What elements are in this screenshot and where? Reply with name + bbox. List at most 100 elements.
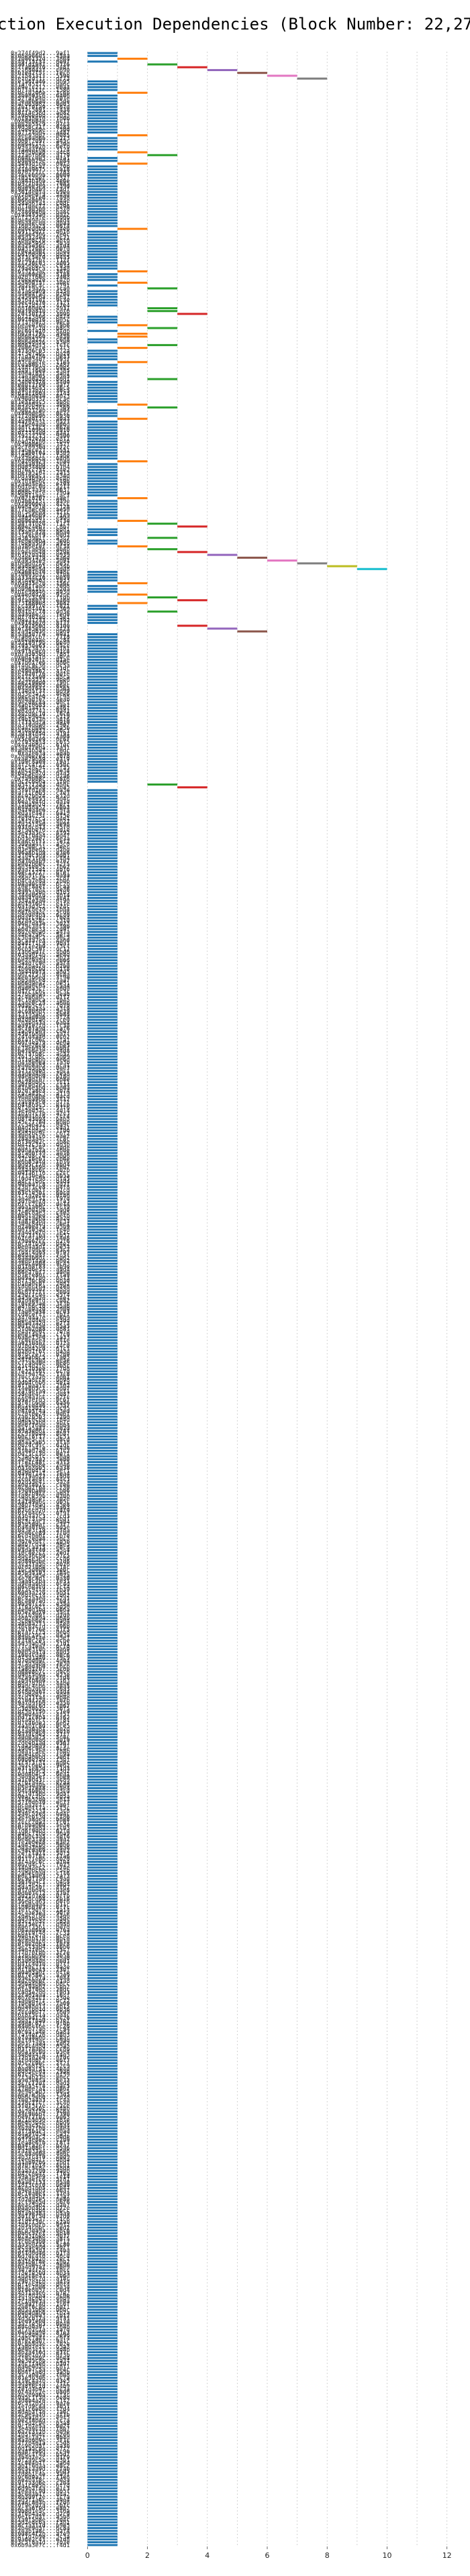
y-tick-label: 0x1f3e7a6c...ba29 <box>11 351 70 358</box>
y-tick-label: 0x4ea7e5bc...f3d5 <box>11 2092 70 2098</box>
y-tick-label: 0x5a1c6e8b...f2d4 <box>11 2406 70 2413</box>
y-tick-label: 0xa8b8a2f3...9fe8 <box>11 1621 70 1627</box>
y-tick-label: 0x32c16eb7...cb6e <box>11 1156 70 1163</box>
dependency-bar <box>87 505 117 508</box>
dependency-bar <box>87 2481 117 2484</box>
y-tick-label: 0xf0ce93ae...3f3b <box>11 1301 70 1307</box>
y-tick-label: 0x78be0fa...245d <box>14 192 70 199</box>
y-tick-label: 0xa0f0d2e2...cf34 <box>11 1082 70 1089</box>
dependency-bar <box>87 440 117 443</box>
y-tick-label: 0xa3639b1f...a3c7 <box>11 535 70 542</box>
y-tick-label: 0x90bba1c8...3d2f <box>11 1181 70 1188</box>
y-tick-label: 0x4cd3da9a...b8c6 <box>11 2228 70 2235</box>
dependency-bar <box>87 1756 117 1758</box>
y-tick-label: 0x3be36c89...97c5 <box>11 1553 70 1560</box>
dependency-bar <box>87 1906 117 1909</box>
dependency-bar <box>87 2139 117 2141</box>
y-tick-label: 0x1a1ac0b3...e0b9 <box>11 2296 70 2302</box>
dependency-bar <box>147 610 178 613</box>
y-tick-label: 0x5c0ee6e7...0a04 <box>11 1618 70 1625</box>
y-tick-label: 0x8f47c06c...1fa1 <box>11 1037 70 1044</box>
dependency-bar <box>87 256 117 258</box>
y-tick-label: 0x9adc4cb6...a8a5 <box>11 1683 70 1690</box>
dependency-bar <box>87 1092 117 1095</box>
dependency-bar <box>87 1163 117 1166</box>
dependency-bar <box>87 2445 117 2447</box>
dependency-bar <box>87 2209 117 2212</box>
y-tick-label: 0x408ad1e2...4eab <box>11 697 70 704</box>
dependency-bar <box>87 851 117 854</box>
dependency-bar <box>87 1843 117 1846</box>
y-tick-label: 0x6a4fa2e7...b2a7 <box>11 2143 70 2149</box>
y-tick-label: 0x7e3b1a8c...d2f4 <box>11 2528 70 2535</box>
dependency-bar <box>87 1778 117 1781</box>
y-tick-label: 0x5d5a3b8e...d8a6 <box>11 1845 70 1851</box>
y-tick-label: 0xe33e3a12...8ee6 <box>11 691 70 698</box>
dependency-bar <box>87 1931 117 1934</box>
y-tick-label: 0xe9d2b60c...72f5 <box>11 861 70 868</box>
y-tick-label: 0x2e0f6c8b...6d11 <box>11 2304 70 2311</box>
dependency-bar <box>87 1106 117 1109</box>
dependency-bar <box>87 720 117 724</box>
dependency-bar <box>87 276 117 278</box>
dependency-bar <box>87 1307 117 1310</box>
dependency-bar <box>87 1589 117 1591</box>
dependency-bar <box>87 2102 117 2104</box>
dependency-bar <box>177 525 207 528</box>
y-tick-label: 0xe3f1e85d...f1d3 <box>11 1766 70 1772</box>
y-tick-label: 0x51ab2dcb...c6a3 <box>11 1686 70 1693</box>
dependency-bar <box>87 148 117 151</box>
dependency-bar <box>87 1770 117 1772</box>
dependency-bar <box>87 891 117 894</box>
dependency-bar <box>87 1358 117 1361</box>
dependency-bar <box>87 420 117 423</box>
y-tick-label: 0x9c4bd2c6...0e1d <box>11 1939 70 1945</box>
dependency-bar <box>117 593 148 596</box>
y-tick-label: 0x58e4e4c2...dd87 <box>11 1391 70 1398</box>
y-tick-label: 0x89e1c87a...1d44 <box>11 1976 70 1982</box>
y-tick-label: 0x24a48c6c...5b2b <box>11 1167 70 1174</box>
dependency-bar <box>87 845 117 848</box>
dependency-bar <box>87 1656 117 1659</box>
y-tick-label: 0x3ef9ab02...cbb2 <box>11 1984 70 1990</box>
dependency-bar <box>87 576 117 579</box>
dependency-bar <box>87 2532 117 2535</box>
dependency-bar <box>87 1790 117 1792</box>
y-tick-label: 0x7c1b3b91...d2d9 <box>11 1613 70 1619</box>
dependency-bar <box>87 780 117 783</box>
dependency-bar <box>87 1452 117 1455</box>
y-tick-label: 0xa106efef...0f34 <box>11 543 70 550</box>
dependency-bar <box>87 2487 117 2489</box>
dependency-bar <box>87 735 117 738</box>
dependency-bar <box>87 896 117 900</box>
dependency-bar <box>87 1444 117 1446</box>
dependency-bar <box>87 1021 117 1024</box>
y-tick-label: 0x28c1f4e6...b3d7 <box>11 2361 70 2367</box>
dependency-bar <box>87 1818 117 1821</box>
dependency-bar <box>87 999 117 1002</box>
y-tick-label: 0xb57e4e55...9d4c <box>11 796 70 803</box>
y-tick-label: 0x7b617e6...886e <box>14 660 70 667</box>
y-tick-label: 0x9aa7f5a1...4b16 <box>11 867 70 873</box>
y-tick-label: 0x4c3a6f9d...e8b2 <box>11 2506 70 2512</box>
dependency-bar <box>87 1654 117 1656</box>
dependency-bar <box>87 105 117 108</box>
y-tick-label: 0xb7213806...8474 <box>11 314 70 321</box>
dependency-bar <box>87 965 117 967</box>
dependency-bar <box>87 2320 117 2322</box>
y-tick-label: 0x2eac5f8e...43e6 <box>11 1913 70 1920</box>
dependency-bar <box>87 1739 117 1741</box>
dependency-bar <box>87 2144 117 2147</box>
y-tick-label: 0x6f7b4c6c...0f97 <box>11 1511 70 1517</box>
y-tick-label: 0x43b6bcb...04d6 <box>14 455 70 462</box>
y-tick-label: 0x65fe3bb5...6a38 <box>11 1465 70 1472</box>
y-tick-label: 0x7e0ed0ba...5ed6 <box>11 538 70 545</box>
y-tick-label: 0x33a1e3a6...0f90 <box>11 898 70 905</box>
y-tick-label: 0x0f2c91f4...fb39 <box>11 1587 70 1594</box>
dependency-bar <box>87 1999 117 2002</box>
y-tick-label: 0x880de5c...0c7c <box>14 411 70 417</box>
dependency-bar <box>87 2343 117 2345</box>
y-tick-label: 0xf4dc9c36...dc5a <box>11 663 70 669</box>
dependency-bar <box>87 1328 117 1330</box>
y-tick-label: 0x6b4f1e8d...3a5b <box>11 2369 70 2376</box>
